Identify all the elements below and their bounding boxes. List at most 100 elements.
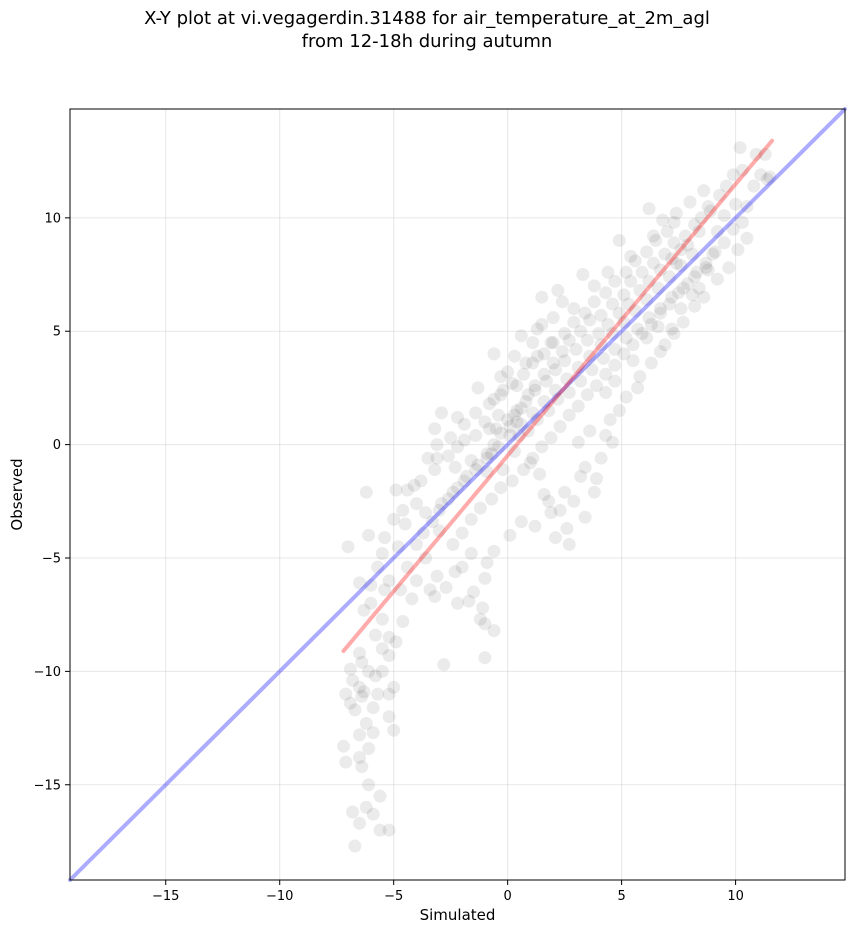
data-point [660, 225, 674, 238]
data-point [656, 213, 670, 227]
data-point [473, 612, 487, 626]
data-point [343, 662, 357, 676]
data-point [382, 823, 396, 837]
data-point [505, 474, 519, 488]
x-tick-label: 5 [617, 889, 625, 904]
data-point [669, 206, 683, 220]
data-point [587, 279, 601, 293]
data-point [747, 179, 761, 193]
data-point [521, 388, 535, 402]
x-tick-label: 0 [504, 889, 512, 904]
data-point [510, 379, 524, 393]
data-point [355, 760, 369, 774]
data-point [535, 440, 549, 454]
data-point [407, 478, 421, 492]
data-point [359, 485, 373, 499]
data-point [549, 531, 562, 545]
data-point [357, 685, 371, 699]
data-point [617, 347, 631, 361]
data-point [519, 356, 533, 370]
x-tick-label: 10 [727, 889, 744, 904]
data-point [457, 417, 471, 431]
data-point [353, 646, 366, 660]
data-point [699, 261, 713, 275]
data-point [749, 147, 763, 161]
data-point [617, 315, 631, 329]
data-point [642, 202, 656, 216]
data-point [444, 431, 458, 445]
data-point [569, 342, 583, 356]
data-point [542, 404, 556, 418]
data-point [346, 805, 360, 819]
data-point [606, 435, 619, 449]
data-point [494, 481, 508, 495]
y-tick-label: 0 [53, 438, 61, 453]
data-point [574, 469, 588, 483]
data-point [492, 440, 505, 454]
data-point [567, 315, 581, 329]
data-point [346, 673, 360, 687]
data-point [480, 447, 494, 461]
data-point [578, 510, 592, 524]
data-point [503, 528, 517, 542]
data-point [653, 345, 667, 359]
data-point [430, 569, 444, 583]
data-point [580, 333, 594, 347]
data-point [603, 413, 617, 427]
data-point [482, 422, 496, 436]
data-point [355, 689, 369, 703]
data-point [371, 687, 385, 701]
data-point [717, 209, 731, 223]
data-point [389, 635, 403, 649]
plot-area [70, 109, 845, 880]
data-point [553, 503, 567, 517]
x-tick-label: −10 [266, 889, 293, 904]
data-point [735, 163, 749, 177]
data-point [430, 438, 444, 452]
data-point [514, 417, 528, 431]
data-point [428, 422, 442, 436]
data-point [594, 451, 608, 465]
data-point [441, 492, 455, 506]
data-point [528, 519, 542, 533]
data-point [633, 283, 647, 297]
y-tick-label: 5 [53, 325, 61, 340]
x-axis-title: Simulated [420, 906, 496, 924]
data-point [590, 379, 603, 393]
data-point [457, 433, 471, 447]
data-point [606, 327, 619, 340]
data-point [368, 669, 382, 683]
data-point [583, 313, 597, 327]
data-point [514, 329, 528, 343]
data-point [571, 361, 585, 374]
data-point [551, 392, 565, 406]
data-point [690, 265, 704, 279]
data-point [353, 680, 366, 694]
data-point [478, 415, 492, 429]
y-tick-label: −15 [34, 778, 61, 793]
data-point [599, 286, 613, 300]
data-point [337, 739, 350, 753]
data-point [373, 789, 387, 803]
y-tick-label: 10 [44, 211, 61, 226]
data-point [669, 256, 683, 270]
data-point [517, 367, 531, 381]
data-point [642, 274, 656, 288]
data-point [562, 333, 576, 347]
data-point [432, 503, 446, 517]
data-point [471, 381, 485, 395]
data-point [364, 596, 378, 610]
data-point [644, 317, 658, 331]
data-point [448, 460, 462, 474]
data-point [560, 522, 574, 535]
data-point [514, 515, 528, 529]
data-point [558, 485, 572, 499]
data-point [371, 560, 385, 574]
data-point [439, 581, 453, 594]
data-point [710, 225, 724, 238]
data-point [642, 311, 656, 325]
data-point [517, 463, 531, 477]
data-point [437, 658, 451, 672]
data-point [471, 458, 485, 472]
data-point [560, 372, 574, 386]
